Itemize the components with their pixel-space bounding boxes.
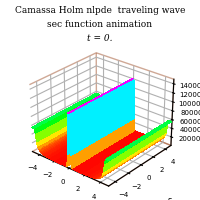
- Text: t = 0.: t = 0.: [87, 34, 113, 43]
- Text: Camassa Holm nlpde  traveling wave: Camassa Holm nlpde traveling wave: [15, 6, 185, 15]
- Y-axis label: s: s: [167, 196, 172, 200]
- Text: sec function animation: sec function animation: [47, 20, 153, 29]
